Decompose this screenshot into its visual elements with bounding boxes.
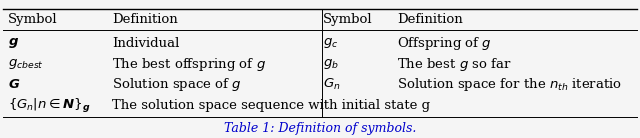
- Text: $\boldsymbol{g_{cbest}}$: $\boldsymbol{g_{cbest}}$: [8, 57, 44, 71]
- Text: $\boldsymbol{G_n}$: $\boldsymbol{G_n}$: [323, 77, 340, 92]
- Text: The best $g$ so far: The best $g$ so far: [397, 56, 511, 73]
- Text: Offspring of $g$: Offspring of $g$: [397, 35, 492, 52]
- Text: $\boldsymbol{g_c}$: $\boldsymbol{g_c}$: [323, 36, 339, 51]
- Text: Individual: Individual: [112, 37, 179, 50]
- Text: Table 1: Definition of symbols.: Table 1: Definition of symbols.: [224, 122, 416, 135]
- Text: The solution space sequence with initial state g: The solution space sequence with initial…: [112, 99, 430, 112]
- Text: Symbol: Symbol: [323, 13, 373, 26]
- Text: The best offspring of $g$: The best offspring of $g$: [112, 56, 266, 73]
- Text: Symbol: Symbol: [8, 13, 58, 26]
- Text: $\boldsymbol{g_b}$: $\boldsymbol{g_b}$: [323, 57, 339, 71]
- Text: Definition: Definition: [397, 13, 463, 26]
- Text: $\boldsymbol{G}$: $\boldsymbol{G}$: [8, 78, 20, 91]
- Text: Definition: Definition: [112, 13, 178, 26]
- Text: $\boldsymbol{g}$: $\boldsymbol{g}$: [8, 36, 19, 51]
- Text: Solution space for the $n_{th}$ iteratio: Solution space for the $n_{th}$ iteratio: [397, 76, 622, 93]
- Text: Solution space of $g$: Solution space of $g$: [112, 76, 242, 93]
- Text: $\{\boldsymbol{G_n}|n \in \boldsymbol{N}\}_{\boldsymbol{g}}$: $\{\boldsymbol{G_n}|n \in \boldsymbol{N}…: [8, 97, 90, 115]
